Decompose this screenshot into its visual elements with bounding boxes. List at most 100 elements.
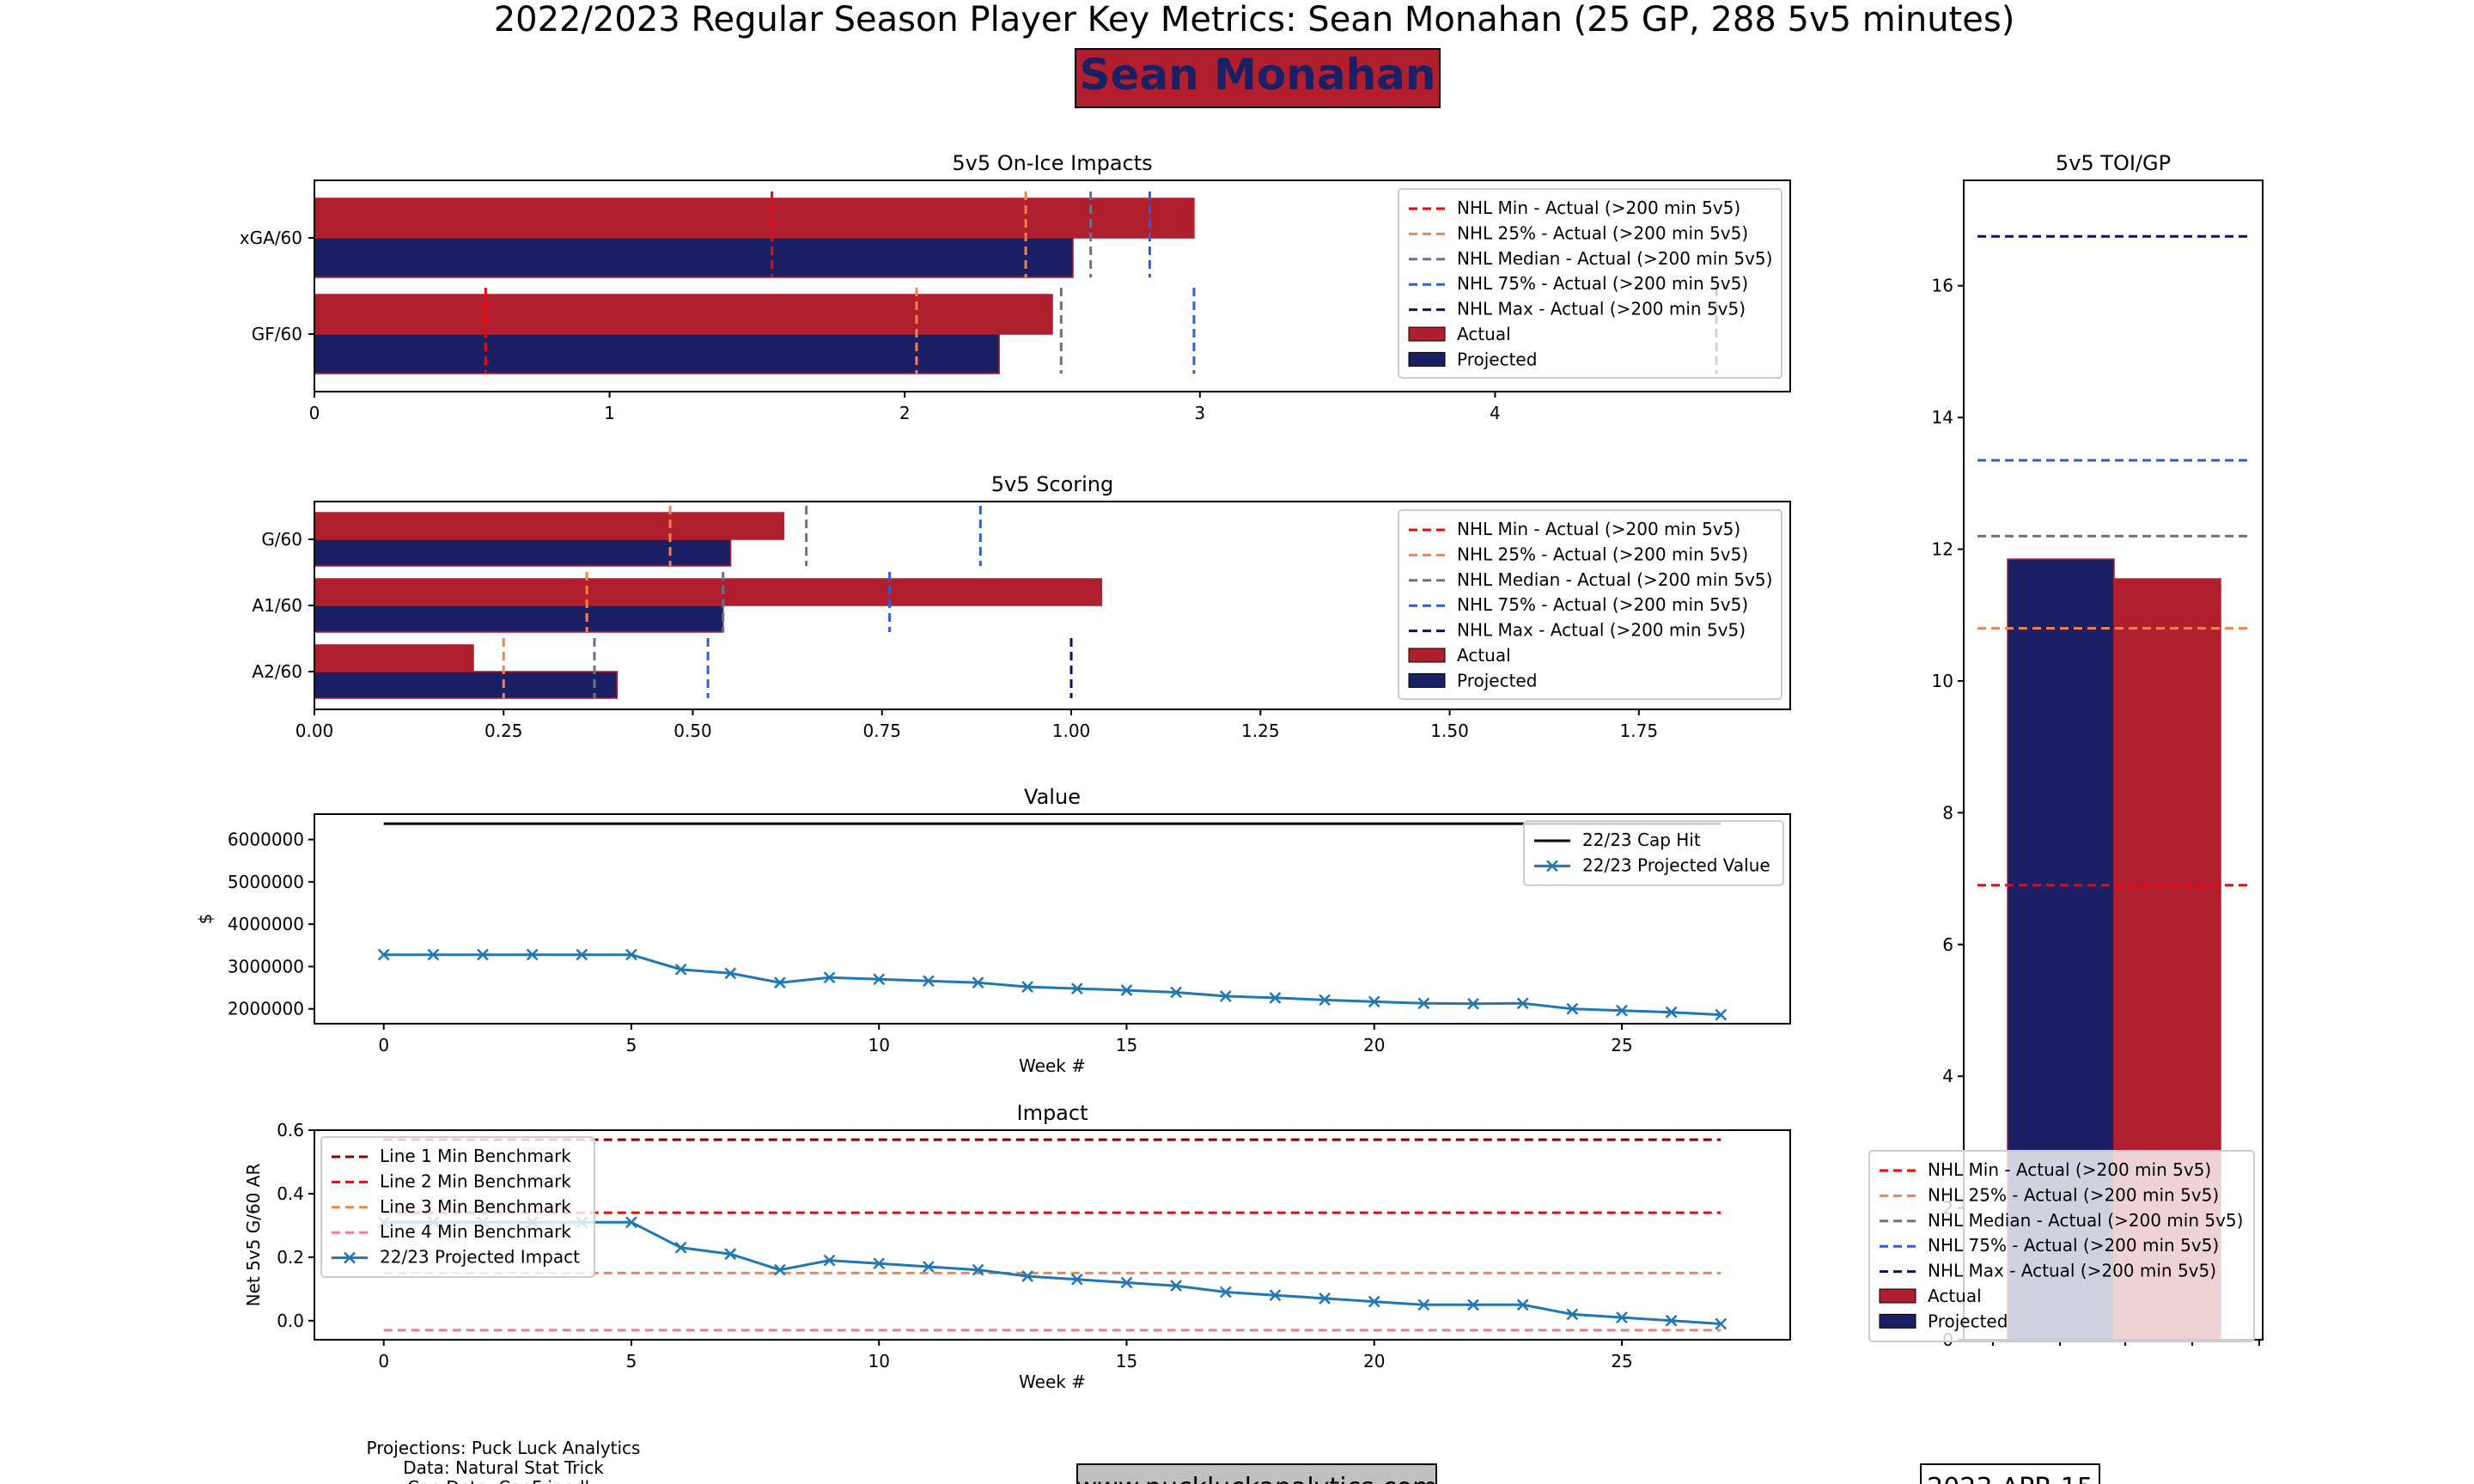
legend-label: 22/23 Projected Value (1582, 855, 1770, 875)
chart-title: 5v5 TOI/GP (2056, 151, 2171, 175)
tick-label-y: 0.2 (277, 1247, 304, 1268)
plot-frame (314, 813, 1791, 1025)
data-point (674, 1241, 687, 1254)
legend-label: Projected (1457, 670, 1537, 690)
data-point (1319, 1292, 1331, 1305)
data-point (823, 971, 836, 984)
tick-label-x: 10 (868, 1035, 889, 1055)
data-point (1467, 997, 1479, 1010)
chart-title: Impact (1016, 1101, 1088, 1125)
bar-projected (314, 538, 732, 567)
bar-projected (314, 671, 618, 699)
tick-label-y: 14 (1932, 407, 1953, 428)
data-point (823, 1254, 836, 1267)
legend-label: NHL 75% - Actual (>200 min 5v5) (1457, 273, 1748, 294)
legend-label: NHL Min - Actual (>200 min 5v5) (1928, 1159, 2211, 1180)
player-badge-box (1075, 48, 1441, 108)
category-label: GF/60 (252, 324, 302, 344)
data-point (1715, 1008, 1728, 1021)
tick-label-x: 15 (1116, 1035, 1137, 1055)
data-point (1269, 992, 1282, 1004)
bar-projected (314, 237, 1074, 278)
tick-label-y: 6 (1942, 934, 1953, 955)
legend-label: NHL 75% - Actual (>200 min 5v5) (1457, 594, 1748, 615)
tick-label-x: 0 (378, 1035, 389, 1055)
tick-label-x: 4 (1490, 403, 1501, 423)
legend-label: Actual (1457, 645, 1511, 666)
legend-label: 22/23 Projected Impact (380, 1247, 580, 1268)
tick-label-y: 0.0 (277, 1311, 304, 1331)
axis-label-x: Week # (1019, 1371, 1086, 1392)
tick-label-x: 0.25 (484, 721, 523, 741)
plot-frame (314, 1129, 1791, 1341)
tick-label-y: 0.4 (277, 1183, 304, 1204)
tick-label-y: 5000000 (228, 872, 304, 892)
axis-label-x: Week # (1019, 1055, 1086, 1076)
tick-label-x: 25 (1611, 1035, 1632, 1055)
legend-swatch (1408, 672, 1446, 688)
data-point (1070, 1273, 1083, 1286)
category-label: xGA/60 (240, 228, 302, 248)
chart-scoring: 5v5 Scoring G/60 A1/60 A2/60 0.00 0.25 0.50 0.7… (252, 472, 1791, 741)
data-point (1417, 997, 1430, 1010)
tick-label-x: 1.00 (1052, 721, 1091, 741)
data-point (625, 1216, 637, 1229)
data-point (1566, 1308, 1579, 1321)
date-label: 2023-APR-15 (1927, 1473, 2093, 1484)
legend (1398, 509, 1782, 700)
legend-label: NHL Max - Actual (>200 min 5v5) (1457, 299, 1746, 319)
legend-label: NHL Median - Actual (>200 min 5v5) (1457, 248, 1772, 269)
legend-marker (1546, 860, 1558, 873)
chart-toi-per-gp: 5v5 TOI/GP0246810121416NHL Min - Actual … (1868, 151, 2264, 1350)
legend-label: Line 4 Min Benchmark (380, 1221, 571, 1242)
tick-label-y: 12 (1932, 539, 1953, 560)
website-box (1076, 1463, 1437, 1484)
website-link[interactable]: www.puckluckanalytics.com (1076, 1473, 1438, 1484)
data-point (1715, 1317, 1728, 1330)
data-point (1170, 986, 1183, 999)
tick-label-x: 5 (626, 1351, 637, 1371)
legend (1398, 188, 1782, 379)
plot-frame (314, 179, 1791, 392)
data-point (873, 1257, 886, 1270)
legend-label: NHL Min - Actual (>200 min 5v5) (1457, 519, 1740, 539)
data-point (377, 948, 390, 961)
legend (1523, 820, 1784, 886)
data-point (1120, 984, 1133, 996)
page-title: 2022/2023 Regular Season Player Key Metr… (494, 0, 2015, 40)
legend-swatch (1879, 1288, 1916, 1304)
credit-cap-data: Cap Data: CapFriendly (407, 1477, 600, 1484)
tick-label-y: 4000000 (228, 914, 304, 934)
data-point (1070, 982, 1083, 994)
legend (320, 1136, 595, 1278)
bar-actual (314, 578, 1103, 606)
legend-swatch (1408, 648, 1446, 663)
tick-label-x: 1.50 (1430, 721, 1469, 741)
data-point (1120, 1276, 1133, 1289)
bar-actual (314, 198, 1195, 239)
bar-projected (314, 605, 724, 633)
series-line (383, 1220, 1721, 1325)
tick-label-y: 8 (1942, 802, 1953, 823)
data-point (922, 1261, 935, 1273)
legend-marker (344, 1251, 356, 1264)
tick-label-y: 2000000 (228, 999, 304, 1019)
data-point (1417, 1298, 1430, 1311)
data-point (1665, 1314, 1678, 1327)
legend-label: Line 3 Min Benchmark (380, 1196, 571, 1217)
legend-label: NHL Min - Actual (>200 min 5v5) (1457, 198, 1740, 218)
data-point (1616, 1004, 1628, 1017)
data-point (1219, 1286, 1232, 1298)
legend-label: NHL 75% - Actual (>200 min 5v5) (1928, 1235, 2219, 1256)
data-point (1566, 1002, 1579, 1015)
legend-label: NHL Median - Actual (>200 min 5v5) (1928, 1210, 2243, 1231)
data-point (427, 948, 440, 961)
tick-label-y: 16 (1932, 276, 1953, 296)
data-point (1616, 1311, 1628, 1324)
credit-projections: Projections: Puck Luck Analytics (367, 1438, 641, 1458)
data-point (922, 975, 935, 988)
tick-label-x: 20 (1363, 1035, 1385, 1055)
data-point (1368, 1295, 1380, 1308)
data-point (1665, 1006, 1678, 1019)
legend-label: Actual (1928, 1286, 1982, 1306)
